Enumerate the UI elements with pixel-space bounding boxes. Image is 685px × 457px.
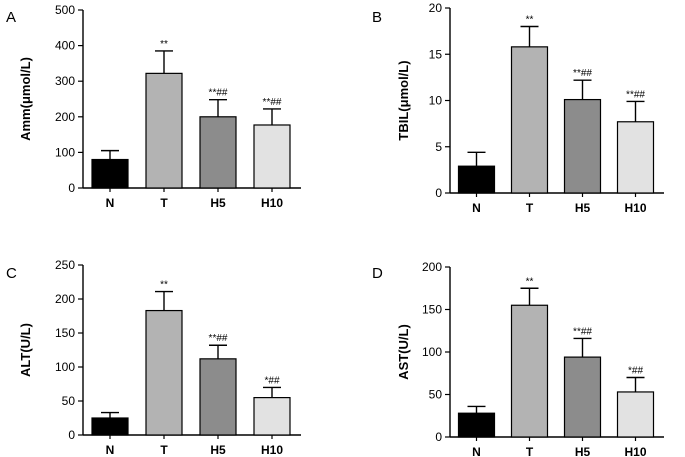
y-axis-label: TBIL(μmol/L) <box>396 60 411 140</box>
bar-h5 <box>563 98 602 194</box>
bar-n <box>91 158 129 189</box>
significance-label: **## <box>263 97 282 108</box>
x-tick-label: T <box>526 445 534 457</box>
x-tick-label: N <box>472 445 481 457</box>
x-tick-label: H5 <box>575 201 591 215</box>
x-tick-label: H5 <box>210 196 226 210</box>
bar-t <box>145 309 183 436</box>
chart-panel-d: D AST(U/L) 0 50 100 150 200 N T ** H5 **## H10 *## <box>372 260 664 457</box>
bar-n <box>457 412 496 438</box>
bar-h10 <box>253 397 291 436</box>
significance-label: *## <box>628 366 643 377</box>
bar-t <box>510 46 549 194</box>
bar-t <box>145 72 183 189</box>
y-tick-label: 10 <box>429 94 443 108</box>
panel-letter: D <box>372 265 383 282</box>
x-tick-label: H10 <box>624 201 646 215</box>
bar-n <box>457 165 496 194</box>
bar-t <box>510 304 549 438</box>
x-tick-label: N <box>106 196 115 210</box>
y-tick-label: 300 <box>55 74 75 88</box>
x-tick-label: N <box>472 201 481 215</box>
x-tick-label: H10 <box>624 445 646 457</box>
significance-label: ** <box>526 15 534 26</box>
bar-h5 <box>199 358 237 436</box>
significance-label: **## <box>626 89 645 100</box>
y-tick-label: 200 <box>55 292 75 306</box>
panel-letter: A <box>6 9 16 26</box>
y-tick-label: 200 <box>55 110 75 124</box>
y-tick-label: 50 <box>429 388 443 402</box>
bar-h5 <box>563 356 602 438</box>
y-tick-label: 100 <box>55 145 75 159</box>
x-tick-label: H10 <box>261 443 283 457</box>
y-tick-label: 500 <box>55 3 75 17</box>
significance-label: **## <box>573 326 592 337</box>
significance-label: **## <box>209 88 228 99</box>
y-tick-label: 0 <box>68 181 75 195</box>
y-tick-label: 100 <box>422 345 442 359</box>
significance-label: **## <box>573 68 592 79</box>
y-axis-label: AST(U/L) <box>396 324 411 380</box>
x-tick-label: H5 <box>210 443 226 457</box>
x-tick-label: H5 <box>575 445 591 457</box>
x-tick-label: T <box>526 201 534 215</box>
y-tick-label: 150 <box>422 303 442 317</box>
y-tick-label: 400 <box>55 39 75 53</box>
y-tick-label: 250 <box>55 258 75 272</box>
bar-n <box>91 417 129 436</box>
bar-h5 <box>199 116 237 189</box>
bar-h10 <box>616 391 655 438</box>
y-tick-label: 15 <box>429 47 443 61</box>
y-tick-label: 0 <box>435 186 442 200</box>
bar-h10 <box>253 124 291 189</box>
significance-label: ** <box>160 39 168 50</box>
x-tick-label: H10 <box>261 196 283 210</box>
panel-letter: C <box>6 265 17 282</box>
y-axis-label: ALT(U/L) <box>18 323 33 377</box>
significance-label: ** <box>160 280 168 291</box>
y-tick-label: 50 <box>62 394 76 408</box>
y-tick-label: 5 <box>435 140 442 154</box>
significance-label: *## <box>264 375 279 386</box>
chart-panel-a: A Amm(μmol/L) 0 100 200 300 400 500 N T ** H5 **## H1… <box>6 3 301 210</box>
significance-label: **## <box>209 333 228 344</box>
y-tick-label: 150 <box>55 326 75 340</box>
x-tick-label: N <box>106 443 115 457</box>
x-tick-label: T <box>160 196 168 210</box>
y-tick-label: 200 <box>422 260 442 274</box>
y-axis-label: Amm(μmol/L) <box>18 57 33 141</box>
bar-h10 <box>616 121 655 194</box>
y-tick-label: 0 <box>68 428 75 442</box>
significance-label: ** <box>526 276 534 287</box>
y-tick-label: 0 <box>435 430 442 444</box>
chart-panel-b: B TBIL(μmol/L) 0 5 10 15 20 N T ** H5 **## H10 **## <box>372 1 664 215</box>
y-tick-label: 20 <box>429 1 443 15</box>
chart-panel-c: C ALT(U/L) 0 50 100 150 200 250 N T ** H5 **## H10 *## <box>6 258 301 457</box>
y-tick-label: 100 <box>55 360 75 374</box>
panel-letter: B <box>372 9 382 26</box>
x-tick-label: T <box>160 443 168 457</box>
